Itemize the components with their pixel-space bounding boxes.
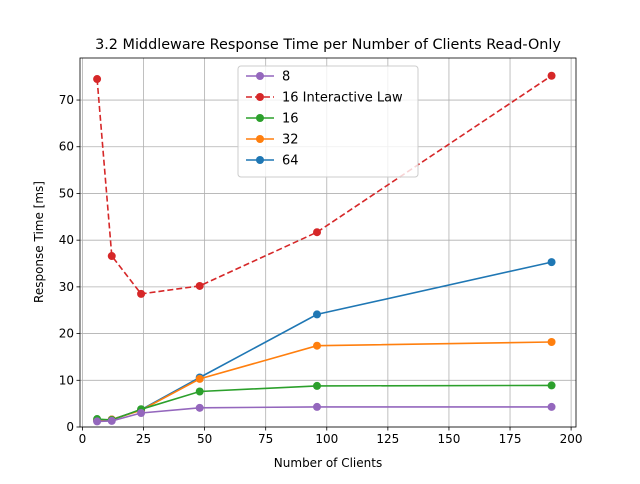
x-tick-label: 75 bbox=[258, 432, 273, 446]
data-point bbox=[93, 75, 102, 84]
data-point bbox=[107, 416, 116, 425]
data-point bbox=[93, 417, 102, 426]
data-point bbox=[195, 387, 204, 396]
data-point bbox=[313, 341, 322, 350]
legend: 8 16 Interactive Law 16 32 64 bbox=[237, 65, 419, 178]
legend-marker bbox=[256, 72, 264, 80]
data-point bbox=[137, 289, 146, 298]
data-point bbox=[195, 374, 204, 383]
x-tick-label: 25 bbox=[136, 432, 151, 446]
legend-label: 64 bbox=[282, 154, 299, 169]
x-tick-label: 100 bbox=[315, 432, 338, 446]
y-tick-label: 60 bbox=[59, 140, 74, 154]
series-16 bbox=[93, 381, 556, 424]
legend-label: 8 bbox=[282, 70, 290, 85]
plot-frame bbox=[79, 57, 577, 428]
y-tick-label: 30 bbox=[59, 280, 74, 294]
data-point bbox=[195, 403, 204, 412]
data-point bbox=[547, 71, 556, 80]
y-tick-label: 10 bbox=[59, 373, 74, 387]
data-point bbox=[137, 408, 146, 417]
x-tick-label: 175 bbox=[499, 432, 522, 446]
legend-label: 16 bbox=[282, 112, 299, 127]
legend-marker bbox=[256, 156, 264, 164]
data-point bbox=[313, 228, 322, 237]
y-tick-label: 40 bbox=[59, 233, 74, 247]
series-8 bbox=[93, 402, 556, 426]
axis-ticks: 0 25 50 75 100 125 150 175 200 0 10 20 30 40 50 60 70 bbox=[59, 93, 583, 446]
y-tick-label: 70 bbox=[59, 93, 74, 107]
data-point bbox=[547, 381, 556, 390]
data-point bbox=[313, 402, 322, 411]
legend-marker bbox=[256, 114, 264, 122]
x-tick-label: 0 bbox=[79, 432, 87, 446]
x-tick-label: 150 bbox=[437, 432, 460, 446]
legend-marker bbox=[256, 135, 264, 143]
legend-item: 16 bbox=[246, 112, 299, 127]
legend-label: 16 Interactive Law bbox=[282, 91, 403, 106]
data-point bbox=[313, 310, 322, 319]
series-line bbox=[97, 406, 552, 423]
x-tick-label: 50 bbox=[197, 432, 212, 446]
y-tick-label: 0 bbox=[66, 420, 74, 434]
legend-item: 32 bbox=[246, 133, 299, 148]
data-point bbox=[547, 258, 556, 267]
legend-label: 32 bbox=[282, 133, 299, 148]
data-point bbox=[547, 402, 556, 411]
x-axis-label: Number of Clients bbox=[274, 456, 382, 470]
legend-marker bbox=[256, 93, 264, 101]
y-tick-label: 50 bbox=[59, 186, 74, 200]
x-tick-label: 200 bbox=[560, 432, 583, 446]
y-axis-label: Response Time [ms] bbox=[32, 181, 46, 303]
series-16-interactive-law bbox=[93, 71, 556, 298]
legend-item: 16 Interactive Law bbox=[246, 91, 403, 106]
legend-frame bbox=[237, 65, 419, 178]
x-tick-label: 125 bbox=[376, 432, 399, 446]
series-line bbox=[96, 75, 553, 295]
data-point bbox=[547, 337, 556, 346]
legend-item: 8 bbox=[246, 70, 290, 85]
series-line bbox=[97, 384, 552, 421]
legend-item: 64 bbox=[246, 154, 299, 169]
series-line bbox=[97, 341, 552, 421]
data-point bbox=[195, 281, 204, 290]
data-point bbox=[313, 381, 322, 390]
chart-title: 3.2 Middleware Response Time per Number … bbox=[95, 37, 561, 53]
y-tick-label: 20 bbox=[59, 327, 74, 341]
data-point bbox=[107, 252, 116, 261]
